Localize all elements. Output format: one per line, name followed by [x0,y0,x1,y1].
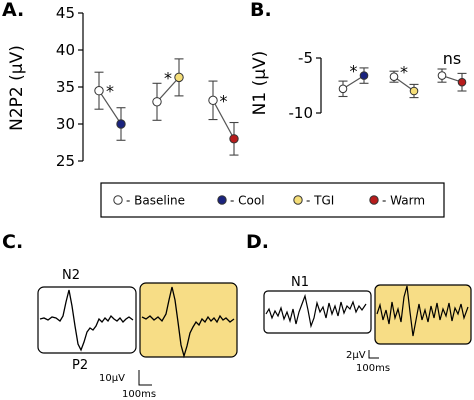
wave-c-scale-bar [138,370,152,386]
chart-a-pair-1-connector [156,76,180,103]
legend: - Baseline - Cool - TGI - Warm [100,182,445,218]
chart-b-pair-1-baseline-point [389,72,399,81]
wave-c-tgi-box [139,282,238,358]
chart-b-ytick-label-1: -10 [289,104,314,122]
chart-a-pair-2-warm-point [229,134,239,144]
wave-d-baseline-box [263,290,372,334]
wave-c-p2-label: P2 [72,358,88,373]
chart-a-pair-0-connector [98,90,122,125]
wave-c-n2-label: N2 [62,268,80,283]
chart-a-ytick-label-1: 30 [56,115,75,133]
legend-cool-label: - Cool [230,194,265,208]
wave-c-baseline-trace [39,289,134,352]
legend-warm-marker [369,195,379,205]
chart-a-ytick-label-4: 45 [56,4,75,22]
legend-baseline-marker [113,195,123,205]
wave-d-tgi-box [374,284,472,345]
wave-d-tgi-trace [376,285,469,337]
chart-a-pair-2-significance: * [220,91,228,110]
chart-b-ylabel: N1 (μV) [250,51,270,116]
chart-a-ytick-label-2: 35 [56,78,75,96]
chart-b-ytick-label-0: -5 [298,49,313,67]
legend-warm-label: - Warm [382,194,425,208]
wave-d-scale-bar [368,350,379,359]
chart-a-pair-2-baseline-point [208,95,218,106]
panel-letter-d: D. [246,231,269,253]
wave-c-scale-time: 100ms [122,389,156,400]
wave-d-n1-label: N1 [291,275,309,290]
chart-b-pair-0-baseline-point [338,84,348,94]
chart-a-pair-1-tgi-point [174,72,184,83]
chart-a-pair-0-cool-point [116,119,126,129]
chart-a-ytick-label-3: 40 [56,41,75,59]
panel-d-waveforms: N1 2μV 100ms [263,275,472,374]
chart-b-pair-1-significance: * [400,63,408,82]
chart-a-ylabel: N2P2 (μV) [7,45,27,131]
chart-a-ytick-label-0: 25 [56,152,75,170]
chart-a-pair-1-significance: * [164,68,172,87]
chart-b-pair-2-warm-point [457,77,467,87]
panel-c-waveforms: N2 P2 10μV 100ms [37,268,238,400]
wave-d-baseline-trace [265,293,367,329]
legend-tgi-marker [293,195,303,205]
chart-b-pair-2-baseline-point [437,71,447,80]
chart-a-pair-0-baseline-point [94,86,104,96]
panel-letter-a: A. [2,0,24,21]
chart-a-pair-0-significance: * [106,82,114,101]
panel-letter-c: C. [2,231,23,253]
chart-b-pair-2-significance: ns [443,49,461,68]
chart-a-pair-2-connector [212,100,235,140]
legend-baseline-label: - Baseline [126,194,185,208]
wave-c-tgi-trace [141,286,235,359]
chart-b-pair-0-significance: * [350,62,358,81]
panel-letter-b: B. [250,0,272,21]
wave-c-scale-voltage: 10μV [99,373,125,384]
chart-b-pair-1-tgi-point [409,86,419,96]
chart-a: N2P2 (μV) 25 30 35 40 45 * * * [7,4,239,170]
wave-d-scale-time: 100ms [356,363,390,374]
legend-cool-marker [217,195,227,205]
chart-b: N1 (μV) -5 -10 * * ns [250,49,467,122]
chart-a-pair-1-baseline-point [152,97,162,107]
legend-frame [100,182,445,218]
chart-b-pair-0-cool-point [359,71,369,80]
wave-c-baseline-box [37,286,137,354]
wave-d-scale-voltage: 2μV [346,350,366,361]
legend-tgi-label: - TGI [306,194,334,208]
